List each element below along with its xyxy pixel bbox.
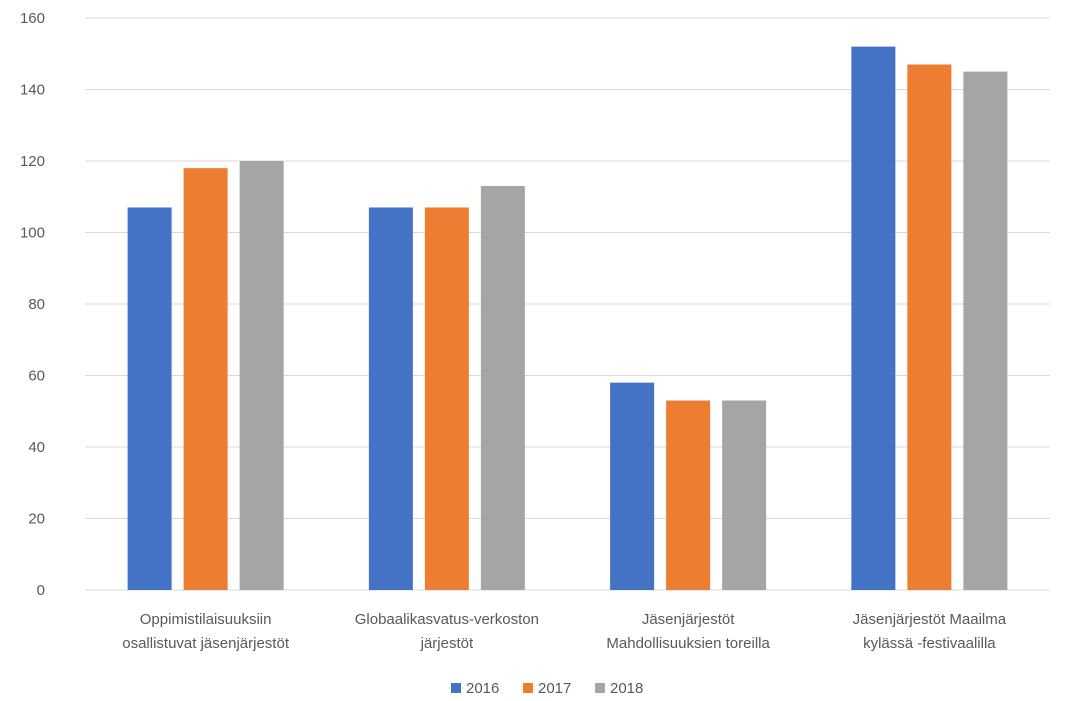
x-category-label-line: Jäsenjärjestöt [642,611,735,628]
bar-2016-cat1 [127,207,172,590]
y-tick-label: 100 [20,225,45,242]
bar-2016-cat3 [610,382,655,590]
y-axis-tick-labels: 0 20 40 60 80 100 120 140 160 [20,10,45,599]
x-category-label-line: Jäsenjärjestöt Maailma [853,611,1007,628]
x-category-label-line: Globaalikasvatus-verkoston [355,611,539,628]
y-tick-label: 20 [28,511,45,528]
x-category-label: Jäsenjärjestöt Maailma kylässä -festivaal… [853,611,1007,652]
x-category-label-line: järjestöt [420,635,474,652]
y-tick-label: 140 [20,82,45,99]
legend: 2016 2017 2018 [451,680,643,697]
legend-label-2016: 2016 [466,680,499,697]
x-category-label-line: Mahdollisuuksien toreilla [606,635,770,652]
bar-2018-cat1 [239,161,284,590]
x-category-label: Globaalikasvatus-verkoston järjestöt [355,611,539,652]
y-tick-label: 40 [28,439,45,456]
x-category-label-line: osallistuvat jäsenjärjestöt [122,635,290,652]
y-tick-label: 60 [28,368,45,385]
bar-2017-cat4 [907,64,952,591]
bar-2016-cat2 [368,207,413,590]
y-tick-label: 80 [28,296,45,313]
y-tick-label: 160 [20,10,45,27]
bar-2018-cat3 [722,400,767,590]
y-tick-label: 120 [20,153,45,170]
x-category-label-line: kylässä -festivaalilla [863,635,996,652]
gridlines [85,17,1050,591]
x-category-label: Oppimistilaisuuksiin osallistuvat jäsenjä… [122,611,290,652]
x-category-label: Jäsenjärjestöt Mahdollisuuksien toreilla [606,611,770,652]
bar-2017-cat2 [424,207,469,590]
legend-swatch-2017 [523,683,533,693]
legend-swatch-2018 [595,683,605,693]
bar-2018-cat4 [963,71,1008,590]
legend-label-2018: 2018 [610,680,643,697]
legend-label-2017: 2017 [538,680,571,697]
y-tick-label: 0 [37,582,45,599]
bars [127,46,1008,591]
x-axis-category-labels: Oppimistilaisuuksiin osallistuvat jäsenjä… [122,611,1006,652]
bar-2017-cat1 [183,168,228,590]
x-category-label-line: Oppimistilaisuuksiin [140,611,272,628]
legend-swatch-2016 [451,683,461,693]
bar-2016-cat4 [851,46,896,591]
bar-2017-cat3 [666,400,711,590]
bar-2018-cat2 [480,186,525,590]
